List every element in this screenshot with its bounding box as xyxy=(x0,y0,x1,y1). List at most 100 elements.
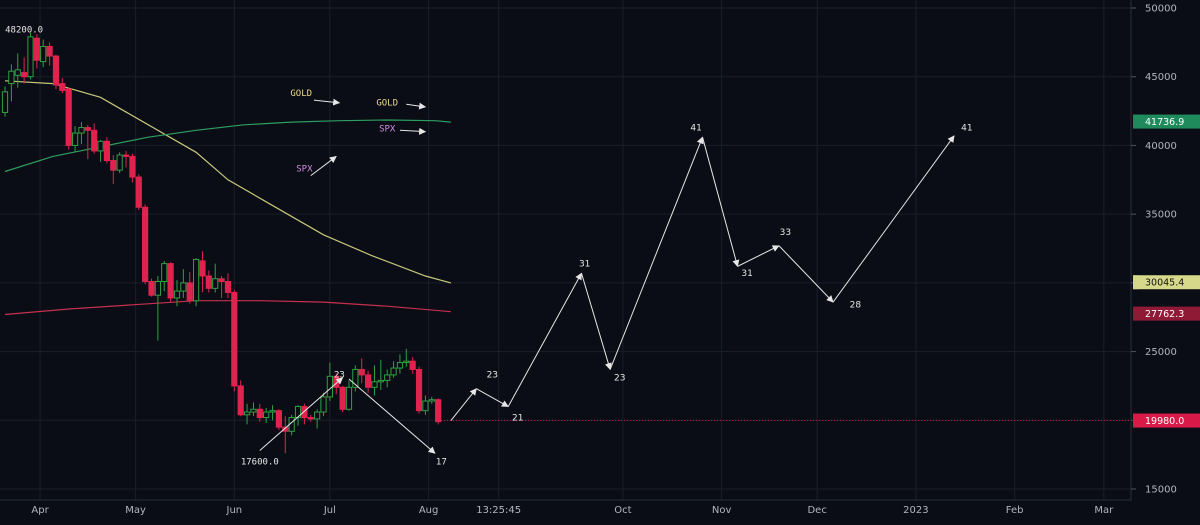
candle-body xyxy=(129,155,136,178)
projection-label: 33 xyxy=(780,228,791,238)
projection-arrow xyxy=(702,137,740,268)
candle-body xyxy=(256,408,263,419)
candle-body xyxy=(167,263,174,299)
candle-body xyxy=(122,154,130,157)
drawn-arrow xyxy=(348,378,436,454)
candle-body xyxy=(269,410,276,413)
projection-label: 23 xyxy=(487,371,498,381)
time-tick-label: Feb xyxy=(1006,505,1024,516)
projection-label: 23 xyxy=(614,373,625,383)
price-axis[interactable]: 1500020000250003000035000400004500050000… xyxy=(1130,0,1200,500)
candle-body xyxy=(243,411,251,416)
time-tick-label: Mar xyxy=(1094,505,1114,516)
green-ma-line xyxy=(4,119,451,173)
candle-body xyxy=(282,426,289,432)
candle-body xyxy=(384,374,391,381)
candle-body xyxy=(409,360,416,370)
candle-body xyxy=(422,400,429,412)
price-tick-label: 25000 xyxy=(1145,347,1177,358)
candle-body xyxy=(320,396,327,413)
candle-body xyxy=(263,411,270,419)
time-tick-label: May xyxy=(125,505,146,516)
projection-label: 41 xyxy=(961,123,972,133)
drawn-label: SPX xyxy=(379,125,396,135)
candle-body xyxy=(307,417,314,420)
candle-body xyxy=(364,374,372,388)
yellow-ma-line xyxy=(4,80,452,284)
drawn-label: 23 xyxy=(334,371,345,381)
candle-body xyxy=(275,410,283,428)
drawn-annotations: 48200.0 17600.0 23 17 GOLD GOLD SPX SPX xyxy=(5,26,447,468)
candle-body xyxy=(199,260,206,277)
time-tick-label: Nov xyxy=(712,505,732,516)
candle-body xyxy=(71,132,79,146)
price-tick-label: 45000 xyxy=(1145,72,1177,83)
time-tick-label: Dec xyxy=(807,505,826,516)
candle-body xyxy=(40,45,47,63)
projection-arrow xyxy=(778,245,834,303)
candle-body xyxy=(390,367,397,376)
candle-body xyxy=(142,206,149,282)
candle-body xyxy=(301,406,308,419)
drawn-arrow xyxy=(313,98,341,106)
projection-arrow xyxy=(581,273,612,371)
candle-body xyxy=(339,386,346,410)
candle-body xyxy=(135,176,142,208)
candle-body xyxy=(8,70,15,85)
candle-body xyxy=(193,258,200,302)
candle-body xyxy=(78,127,85,134)
drawn-label: SPX xyxy=(296,165,313,175)
price-tick-label: 50000 xyxy=(1145,4,1177,15)
price-tick-label: 35000 xyxy=(1145,210,1177,221)
grid-lines xyxy=(0,0,1130,500)
candle-body xyxy=(103,140,111,162)
price-tag-label: 27762.3 xyxy=(1145,309,1184,320)
price-tag-label: 41736.9 xyxy=(1145,117,1184,128)
time-tick-label: Oct xyxy=(614,505,631,516)
time-tick-label: Apr xyxy=(31,505,49,516)
candle-body xyxy=(371,381,378,388)
candle-body xyxy=(326,375,333,398)
candle-body xyxy=(59,83,66,91)
price-tag-notch xyxy=(1133,413,1139,428)
price-tag-notch xyxy=(1133,306,1139,321)
candle-body xyxy=(1,91,9,113)
candle-body xyxy=(46,45,53,57)
time-tick-label: 2023 xyxy=(903,505,928,516)
price-tag-notch xyxy=(1133,114,1139,129)
projection-path: 23 21 31 23 41 31 33 28 41 xyxy=(450,123,973,423)
candle-body xyxy=(212,278,219,289)
candle-body xyxy=(345,386,353,410)
candle-body xyxy=(250,408,257,413)
candle-body xyxy=(91,129,98,152)
projection-label: 41 xyxy=(690,123,701,133)
candle-body xyxy=(352,368,359,388)
time-axis[interactable]: Apr May Jun Jul Aug 13:25:45 Oct Nov Dec 2023 Feb M… xyxy=(0,499,1131,516)
projection-arrow xyxy=(609,136,704,370)
candle-body xyxy=(52,55,60,86)
projection-label: 28 xyxy=(850,301,862,311)
candle-body xyxy=(180,282,187,292)
candle-body xyxy=(110,160,117,171)
candle-body xyxy=(14,69,21,76)
red-ma-line xyxy=(4,300,451,316)
candle-body xyxy=(224,280,232,293)
time-tick-label: Aug xyxy=(419,505,439,516)
price-tag-bg xyxy=(1133,275,1200,290)
candle-body xyxy=(21,72,28,78)
candle-body xyxy=(377,379,384,383)
time-tick-label: Jul xyxy=(323,505,336,516)
drawn-label: 17 xyxy=(436,457,447,467)
price-tick-label: 40000 xyxy=(1145,141,1177,152)
price-tag-label: 30045.4 xyxy=(1145,278,1184,289)
candle-body xyxy=(65,88,72,146)
projection-label: 31 xyxy=(741,269,752,279)
candle-body xyxy=(218,278,225,282)
projection-label: 31 xyxy=(579,259,590,269)
candle-body xyxy=(97,140,104,152)
candle-body xyxy=(231,291,238,387)
price-tag-bg xyxy=(1133,413,1200,428)
candle-body xyxy=(33,37,40,61)
projection-arrow xyxy=(737,245,780,267)
